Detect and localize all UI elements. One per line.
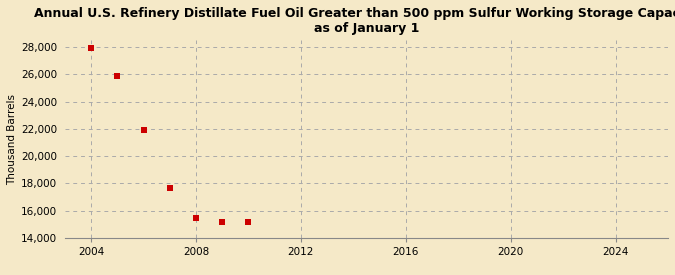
Point <box>217 220 227 225</box>
Y-axis label: Thousand Barrels: Thousand Barrels <box>7 94 17 185</box>
Title: Annual U.S. Refinery Distillate Fuel Oil Greater than 500 ppm Sulfur Working Sto: Annual U.S. Refinery Distillate Fuel Oil… <box>34 7 675 35</box>
Point <box>138 128 149 133</box>
Point <box>190 215 201 220</box>
Point <box>86 46 97 51</box>
Point <box>165 185 176 190</box>
Point <box>243 219 254 224</box>
Point <box>112 73 123 78</box>
